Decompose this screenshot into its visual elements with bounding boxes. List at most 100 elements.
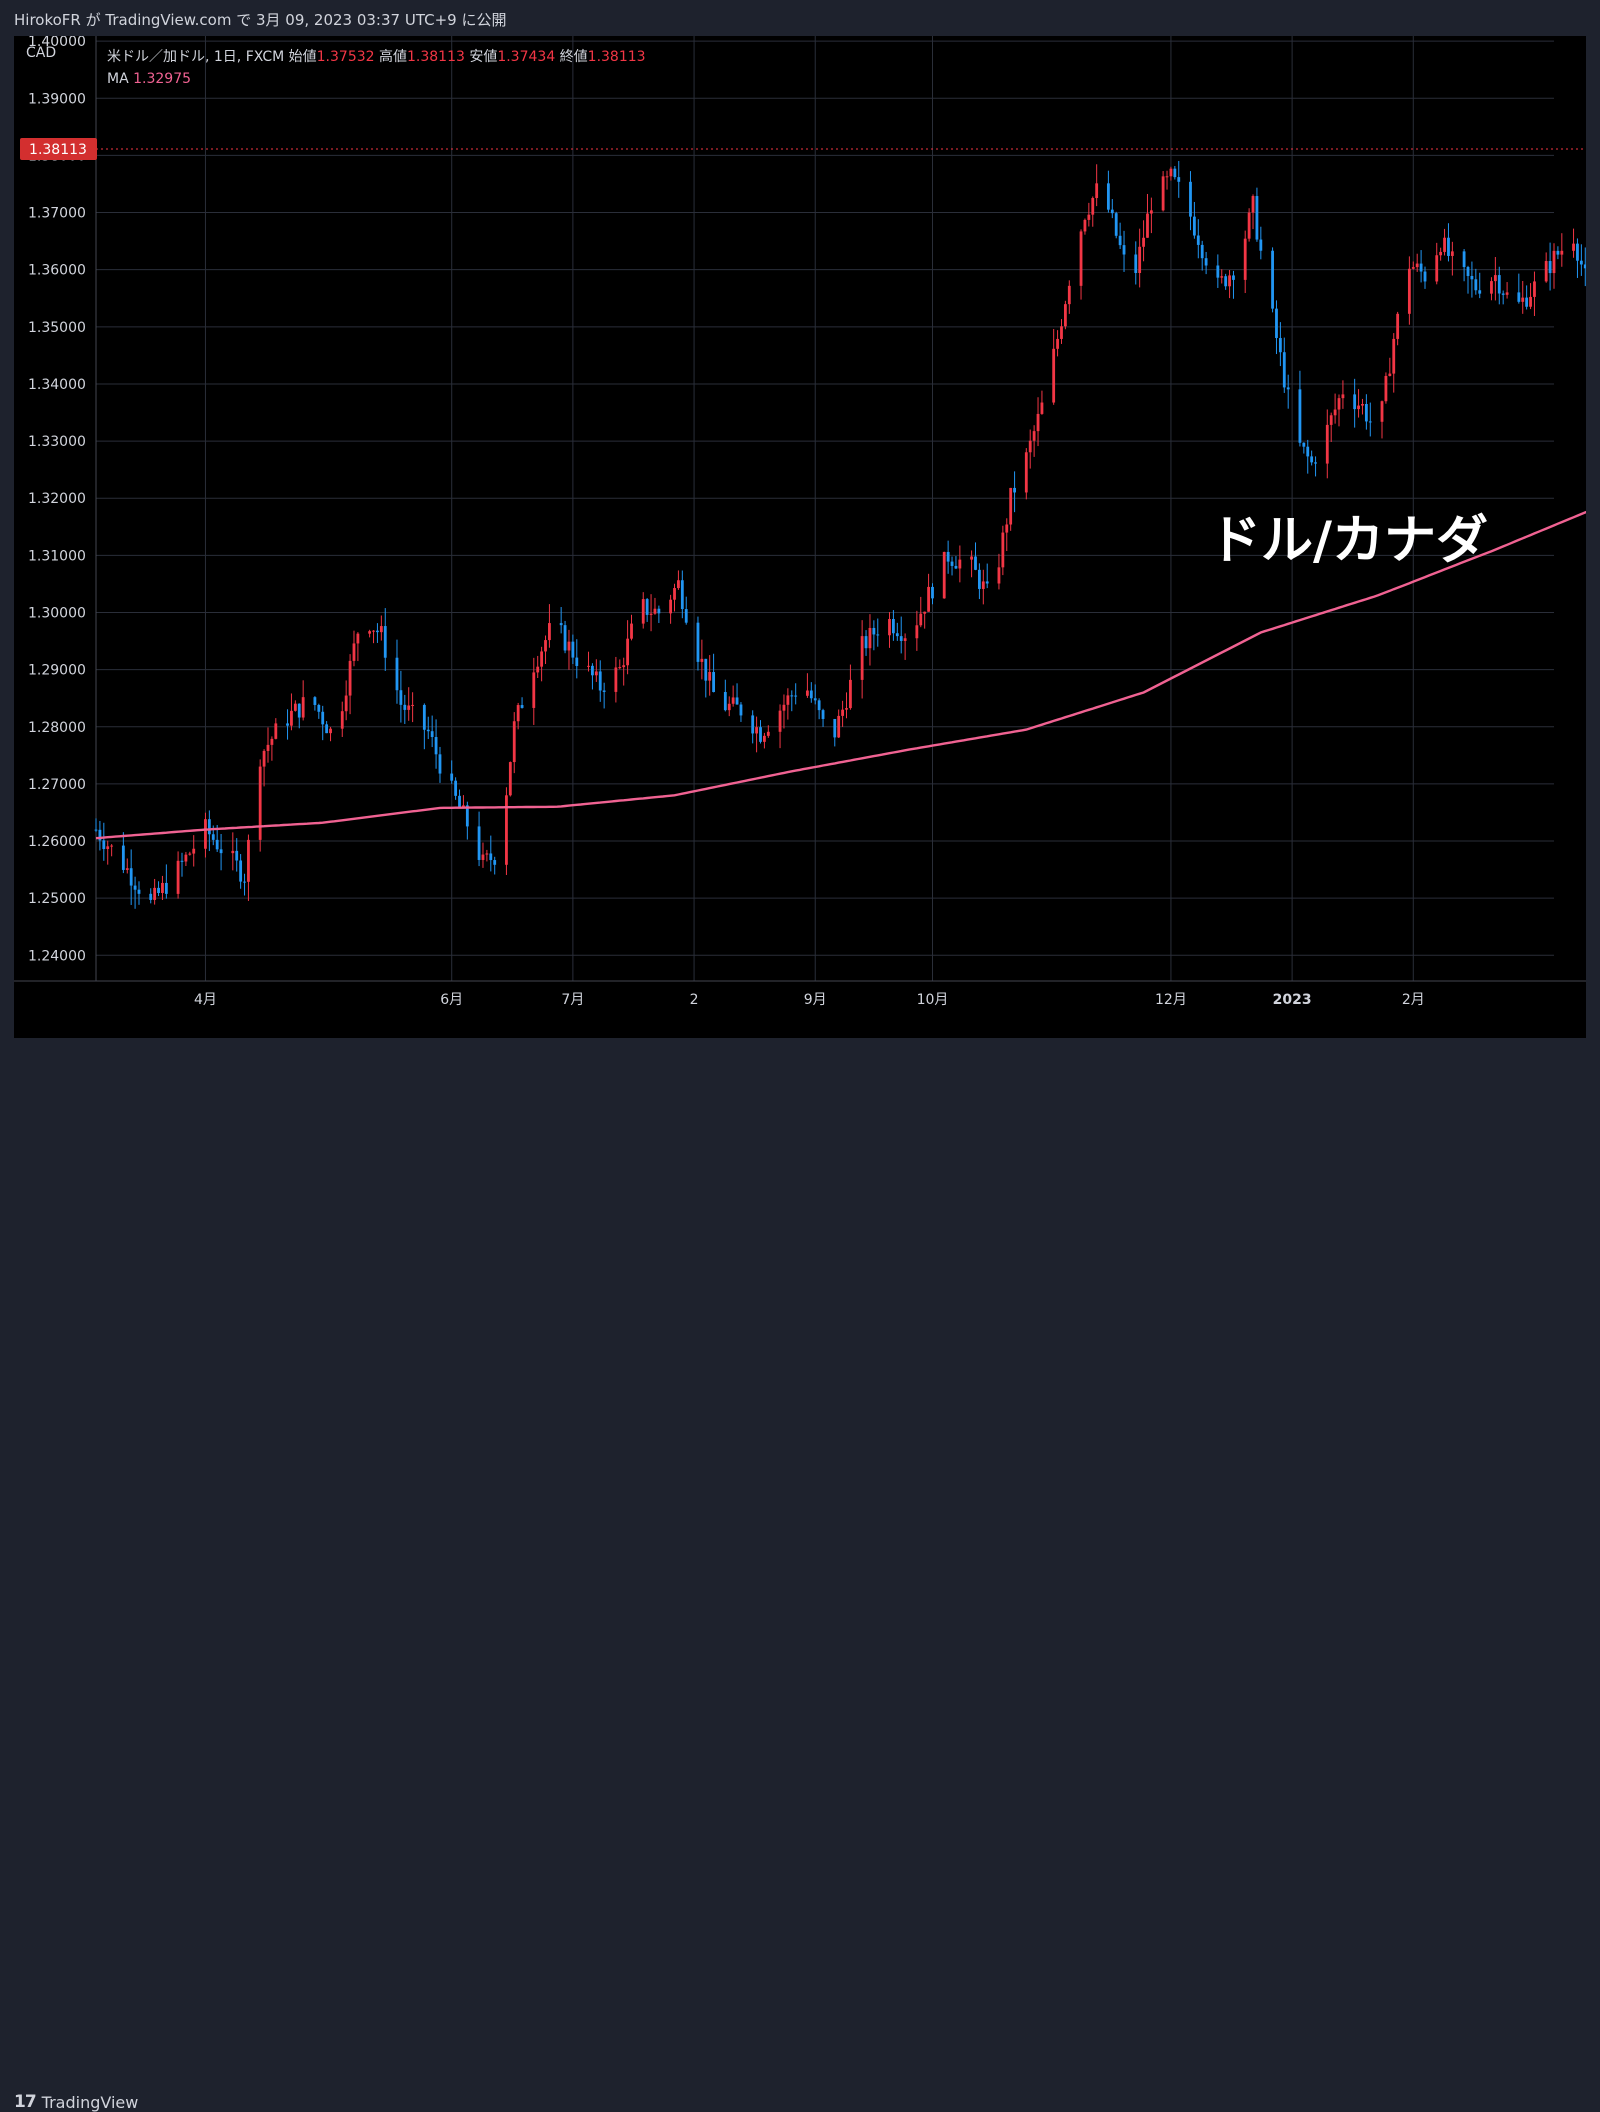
candle-body (325, 724, 329, 734)
candle-body (849, 679, 852, 709)
candle (888, 612, 891, 648)
candle-body (520, 705, 524, 708)
candle (891, 610, 895, 641)
candle (1036, 397, 1040, 447)
candle-body (903, 638, 907, 641)
candle (508, 761, 512, 797)
candle-body (735, 697, 739, 705)
candle (454, 777, 458, 800)
candle-body (372, 630, 375, 632)
candle (567, 629, 571, 670)
candle-body (626, 638, 630, 666)
candle-body (981, 581, 985, 589)
candle-body (247, 839, 250, 882)
candle-body (1165, 176, 1169, 178)
candle (129, 849, 133, 905)
candle (1364, 394, 1368, 430)
publish-info: HirokoFR が TradingView.com で 3月 09, 2023… (14, 11, 507, 29)
candle (399, 670, 403, 723)
candle-body (985, 581, 989, 584)
candle-body (630, 623, 633, 639)
candle-body (1282, 352, 1286, 388)
candle-body (274, 723, 278, 739)
candle-body (1220, 276, 1224, 278)
candle-body (348, 660, 352, 696)
candle-body (157, 887, 160, 893)
candle (1067, 280, 1071, 314)
legend-low-label: 安値 (469, 49, 497, 65)
candle-body (1548, 261, 1552, 274)
candle-body (94, 829, 98, 831)
candle (434, 719, 438, 769)
candle-body (219, 849, 223, 854)
candle (239, 854, 243, 889)
candle (622, 657, 626, 686)
candle (677, 570, 680, 590)
candle (1314, 456, 1317, 477)
candle (1450, 241, 1454, 276)
candle (1388, 357, 1392, 377)
candle (942, 551, 946, 599)
candle (1146, 193, 1149, 238)
candle-body (180, 860, 184, 862)
candle-body (919, 613, 923, 626)
candle-body (1079, 231, 1083, 286)
candle-body (704, 658, 708, 681)
candle (1396, 311, 1400, 346)
candle-body (184, 854, 188, 862)
candle-body (806, 690, 809, 696)
candle (618, 659, 622, 670)
tradingview-logo-icon: 17 (14, 2092, 37, 2112)
x-tick-label: 2 (690, 992, 699, 1008)
candle (1368, 402, 1372, 437)
candle-body (727, 703, 731, 711)
candle (1169, 166, 1173, 181)
candle (1447, 223, 1450, 262)
candle-body (512, 721, 516, 763)
chart-area[interactable]: 1.400001.390001.380001.370001.360001.350… (14, 36, 1586, 1038)
candle (149, 888, 153, 904)
y-tick-label: 1.25000 (28, 891, 86, 907)
candle-body (1556, 250, 1560, 255)
candle (1572, 228, 1575, 258)
candle (845, 692, 848, 719)
candle-body (1056, 338, 1059, 349)
candle (1310, 450, 1314, 466)
candle-body (176, 860, 180, 894)
candle (1353, 378, 1357, 428)
candle (1271, 247, 1274, 313)
candle (258, 759, 262, 852)
candle (1361, 398, 1364, 415)
candle (673, 583, 676, 612)
tradingview-brand[interactable]: 17 TradingView (14, 2092, 138, 2112)
candle-body (669, 599, 673, 614)
candle (970, 550, 973, 578)
candle (809, 682, 813, 703)
candle-body (571, 641, 575, 658)
candle-body (1364, 404, 1368, 422)
candle-body (1259, 239, 1263, 251)
candle-body (399, 690, 403, 705)
candle-body (1028, 440, 1032, 453)
candle-body (1333, 409, 1337, 416)
candle-body (1314, 462, 1317, 464)
candle-body (1173, 168, 1177, 178)
candle (778, 704, 782, 749)
candle (317, 703, 321, 719)
candle (188, 851, 192, 856)
x-tick-label: 12月 (1155, 992, 1187, 1008)
candle (602, 682, 606, 709)
candle-body (329, 728, 332, 734)
candle (712, 653, 716, 693)
candle-body (1337, 398, 1341, 410)
candle-body (1110, 209, 1114, 214)
candle (313, 696, 317, 711)
candle-body (215, 839, 219, 850)
candle (1255, 187, 1259, 242)
candle (669, 594, 673, 624)
candle (98, 820, 102, 851)
candle-body (454, 780, 458, 796)
candle-body (204, 819, 207, 849)
candlestick-chart[interactable]: 1.400001.390001.380001.370001.360001.350… (14, 36, 1586, 1038)
candle (1341, 380, 1345, 409)
